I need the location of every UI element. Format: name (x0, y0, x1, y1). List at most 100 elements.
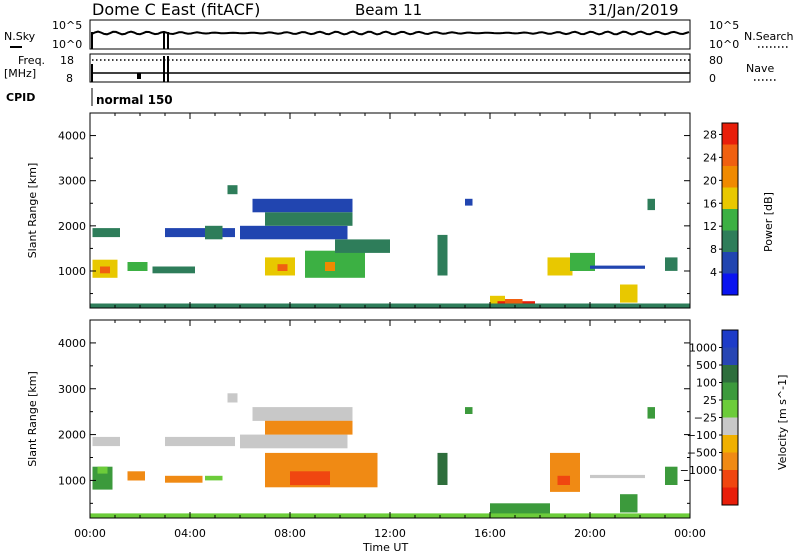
power-colorbar-segment (722, 166, 738, 188)
time-axis-tick-label: 20:00 (574, 527, 606, 540)
power-data-region (620, 284, 638, 303)
power-colorbar-tick-label: 24 (703, 151, 717, 164)
freq-tick-top: 18 (60, 54, 74, 67)
velocity-data-region (165, 436, 235, 447)
velocity-colorbar-tick-label: −100 (687, 429, 717, 442)
power-colorbar-segment (722, 252, 738, 274)
velocity-ytick-label: 4000 (58, 337, 86, 350)
power-data-region (490, 295, 505, 304)
velocity-data-region (620, 494, 638, 513)
time-axis-tick-label: 00:00 (74, 527, 106, 540)
power-data-region (570, 252, 595, 271)
velocity-colorbar-tick-label: 1000 (689, 342, 717, 355)
power-colorbar-tick-label: 16 (703, 197, 717, 210)
velocity-data-region (437, 452, 448, 485)
power-colorbar: 4 8 12 16 20 24 28 (703, 122, 739, 296)
nsky-panel-frame (89, 19, 691, 50)
nsky-label: N.Sky (4, 30, 36, 43)
power-data-region (127, 262, 148, 271)
nsky-trace (91, 30, 690, 36)
time-axis-label: Time UT (362, 541, 408, 554)
velocity-colorbar: 1000 500 100 25 −25 −100 −500 −1000 (680, 329, 739, 506)
power-ytick-label: 1000 (58, 265, 86, 278)
time-axis-tick-label: 08:00 (274, 527, 306, 540)
power-data-region (505, 299, 523, 305)
velocity-colorbar-tick-label: 25 (703, 394, 717, 407)
velocity-data-region (92, 436, 120, 447)
power-colorbar-label: Power [dB] (762, 192, 775, 252)
power-data-region (325, 262, 335, 271)
power-colorbar-segment (722, 209, 738, 231)
power-data-region (240, 225, 348, 240)
date-label: 31/Jan/2019 (588, 1, 679, 19)
velocity-colorbar-tick-label: −25 (694, 412, 717, 425)
velocity-data-region (665, 466, 678, 485)
power-ytick-label: 4000 (58, 130, 86, 143)
time-axis-tick-label: 12:00 (374, 527, 406, 540)
freq-label-line2: [MHz] (4, 67, 36, 80)
nave-tick-bottom: 0 (709, 72, 716, 85)
power-data-region (252, 198, 353, 213)
time-axis-tick-label: 04:00 (174, 527, 206, 540)
velocity-colorbar-segment (722, 487, 738, 505)
power-colorbar-segment (722, 273, 738, 295)
velocity-data-region (290, 471, 330, 486)
power-data-region (647, 198, 655, 211)
velocity-colorbar-label: Velocity [m s^-1] (776, 375, 789, 470)
power-colorbar-segment (722, 123, 738, 145)
velocity-colorbar-segment (722, 347, 738, 365)
freq-label-line1: Freq. (18, 54, 45, 67)
velocity-data-region (550, 452, 580, 492)
power-data-region (265, 212, 353, 226)
nave-label: Nave (746, 62, 774, 75)
velocity-data-region (127, 471, 145, 481)
power-colorbar-tick-label: 8 (710, 243, 717, 256)
cpid-label: CPID (6, 91, 35, 104)
velocity-colorbar-tick-label: 100 (696, 377, 717, 390)
velocity-data-region (557, 475, 570, 485)
power-colorbar-frame (721, 122, 739, 296)
velocity-panel-frame (89, 319, 691, 519)
velocity-colorbar-segment (722, 382, 738, 400)
velocity-colorbar-segment (722, 452, 738, 470)
velocity-ytick-label: 1000 (58, 474, 86, 487)
nave-tick-top: 80 (709, 54, 723, 67)
velocity-ylabel: Slant Range [km] (26, 371, 39, 467)
nsky-tick-bottom: 10^0 (52, 38, 82, 51)
velocity-data-region (205, 475, 223, 481)
power-ytick-label: 2000 (58, 220, 86, 233)
power-panel: 1000 2000 3000 4000 Slant Range [km] (26, 112, 691, 309)
freq-panel-frame (89, 53, 691, 83)
power-colorbar-tick-label: 20 (703, 174, 717, 187)
time-axis-tick-label: 00:00 (674, 527, 706, 540)
velocity-data-region (252, 407, 353, 421)
power-data-region (92, 228, 120, 238)
power-colorbar-segment (722, 187, 738, 209)
power-colorbar-tick-label: 12 (703, 220, 717, 233)
power-colorbar-tick-label: 28 (703, 128, 717, 141)
velocity-panel: 1000 2000 3000 4000 Slant Range [km] (26, 319, 691, 519)
velocity-data-region (227, 393, 238, 403)
velocity-ytick-label: 2000 (58, 429, 86, 442)
power-ytick-label: 3000 (58, 175, 86, 188)
freq-marker (137, 73, 141, 79)
velocity-colorbar-segment (722, 400, 738, 418)
power-data-region (335, 239, 390, 253)
velocity-data-region (265, 420, 353, 435)
freq-tick-bottom: 8 (66, 72, 73, 85)
velocity-colorbar-segment (722, 365, 738, 383)
power-data-region (277, 264, 288, 271)
velocity-data-region (240, 434, 348, 449)
time-axis-tick-label: 16:00 (474, 527, 506, 540)
power-data-region (152, 266, 195, 274)
velocity-data-region (465, 407, 473, 414)
time-axis: 00:00 04:00 08:00 12:00 16:00 20:00 00:00 (74, 527, 706, 540)
velocity-colorbar-segment (722, 435, 738, 453)
velocity-colorbar-tick-label: 500 (696, 359, 717, 372)
power-data-region (165, 228, 235, 238)
nsearch-label: N.Search (744, 30, 794, 43)
velocity-data-region (165, 475, 203, 483)
velocity-colorbar-tick-label: −500 (687, 447, 717, 460)
